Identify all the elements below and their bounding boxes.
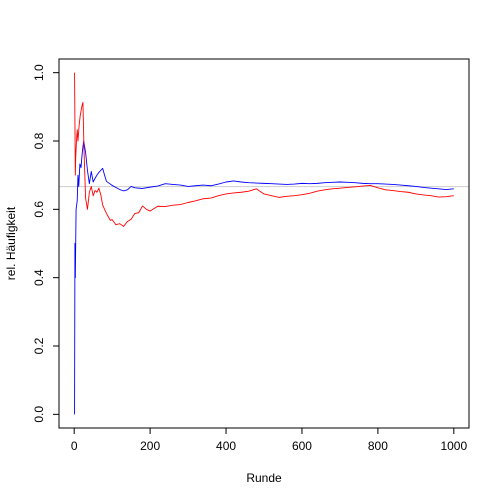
series-line-1	[74, 140, 454, 415]
x-axis: 0 200 400 600 800 1000	[71, 427, 467, 453]
y-tick-label: 0.8	[32, 132, 46, 149]
x-tick-label: 200	[140, 439, 160, 453]
series-line-2	[74, 72, 454, 227]
y-tick-label: 0.2	[32, 337, 46, 354]
y-tick-label: 1.0	[32, 64, 46, 81]
x-axis-title: Runde	[246, 471, 282, 485]
y-tick-label: 0.4	[32, 269, 46, 286]
x-tick-label: 600	[292, 439, 312, 453]
series-layer	[74, 72, 454, 415]
plot-frame	[58, 58, 470, 429]
x-tick-label: 0	[71, 439, 78, 453]
y-axis: 0.0 0.2 0.4 0.6 0.8 1.0	[32, 64, 60, 423]
x-tick-label: 400	[216, 439, 236, 453]
y-axis-title: rel. Häufigkeit	[4, 206, 18, 280]
y-tick-label: 0.0	[32, 406, 46, 423]
x-tick-label: 1000	[440, 439, 467, 453]
y-tick-label: 0.6	[32, 201, 46, 218]
x-tick-label: 800	[368, 439, 388, 453]
